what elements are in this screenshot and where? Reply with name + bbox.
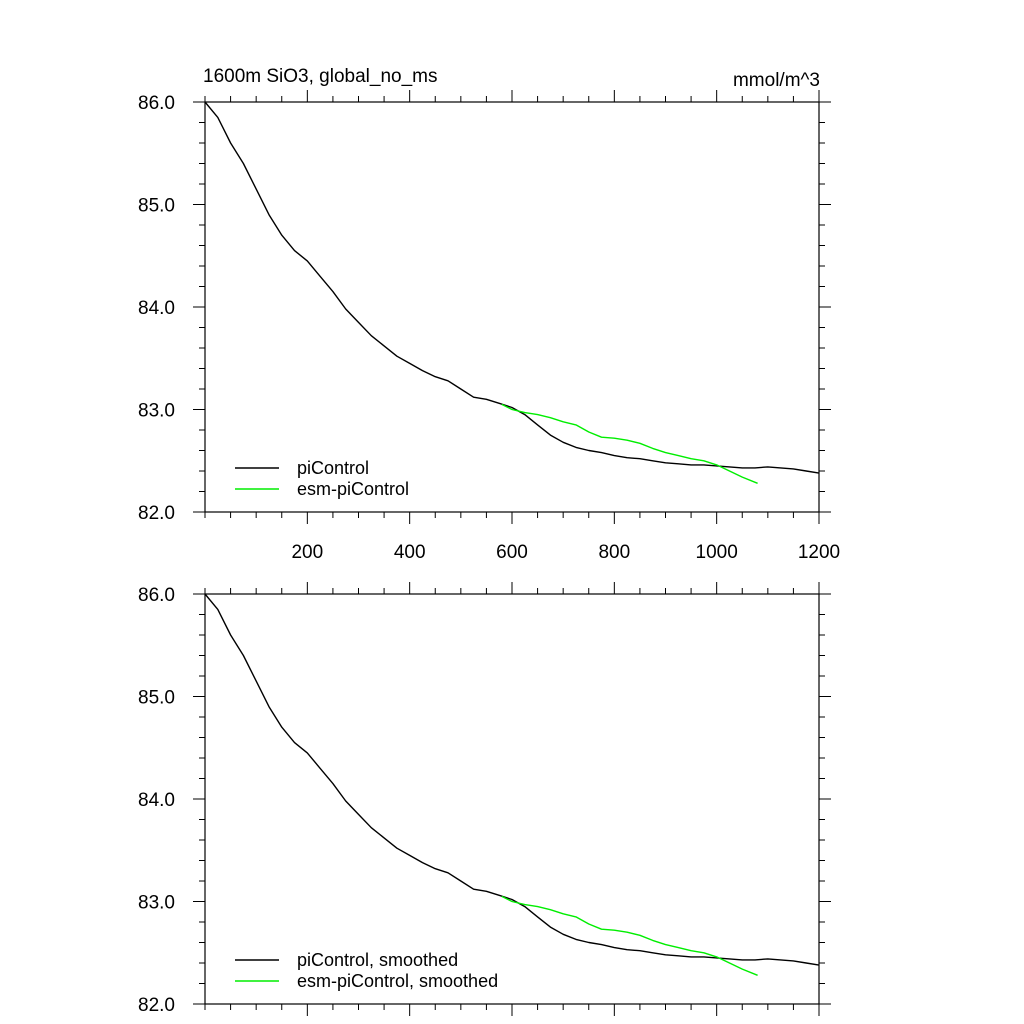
y-tick-label: 86.0 <box>138 93 175 114</box>
y-tick-label: 85.0 <box>138 196 175 217</box>
legend-label: piControl, smoothed <box>297 950 458 970</box>
x-tick-label: 600 <box>496 542 528 563</box>
x-tick-label: 200 <box>291 542 323 563</box>
top-panel: 1600m SiO3, global_no_ms mmol/m^3 82.0 83… <box>138 66 840 563</box>
y-tick-label: 86.0 <box>138 585 175 606</box>
y-tick-label: 83.0 <box>138 893 175 914</box>
series-line-picontrol-smoothed <box>204 593 820 966</box>
top-plot-frame <box>204 101 820 513</box>
bottom-plot-frame <box>204 593 820 1005</box>
y-tick-label: 84.0 <box>138 298 175 319</box>
series-line-picontrol <box>204 101 820 474</box>
legend-label: piControl <box>297 458 369 478</box>
x-tick-label: 800 <box>598 542 630 563</box>
bottom-panel: 82.0 83.0 84.0 85.0 86.0 piControl, smoothed… <box>138 582 831 1016</box>
top-units-label: mmol/m^3 <box>733 70 820 91</box>
x-tick-label: 400 <box>394 542 426 563</box>
legend-label: esm-piControl <box>297 479 409 499</box>
y-tick-label: 82.0 <box>138 503 175 524</box>
y-tick-label: 82.0 <box>138 995 175 1016</box>
y-tick-label: 85.0 <box>138 688 175 709</box>
y-tick-label: 84.0 <box>138 790 175 811</box>
y-tick-label: 83.0 <box>138 401 175 422</box>
x-tick-label: 1200 <box>798 542 840 563</box>
series-line-esm-picontrol-smoothed <box>501 895 758 976</box>
top-chart-title: 1600m SiO3, global_no_ms <box>203 66 437 87</box>
legend-label: esm-piControl, smoothed <box>297 971 498 991</box>
x-tick-label: 1000 <box>696 542 738 563</box>
series-line-esm-picontrol <box>501 403 758 484</box>
